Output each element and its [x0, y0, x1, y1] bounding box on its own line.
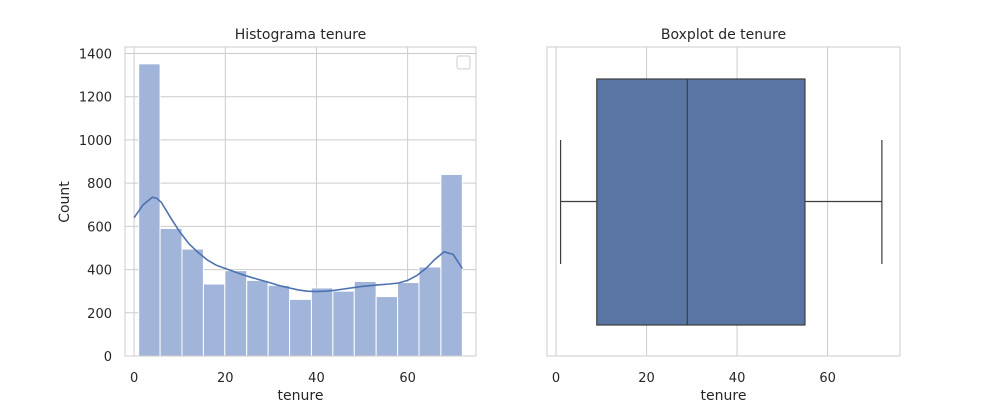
histogram-bar [418, 266, 442, 357]
histogram-bar [310, 287, 334, 357]
y-tick-label: 800 [87, 177, 112, 192]
x-tick-label: 60 [399, 371, 416, 386]
histogram-bar [332, 290, 355, 357]
histogram-bar [224, 270, 248, 357]
histogram-axes-frame [124, 46, 477, 357]
x-tick-label: 40 [308, 371, 325, 386]
histogram-bars [138, 63, 463, 357]
y-tick-label: 400 [87, 264, 112, 279]
x-tick-label: 20 [638, 371, 655, 386]
histogram-y-axis-label: Count [57, 181, 73, 223]
boxplot-x-axis-label: tenure [701, 388, 747, 400]
histogram-y-tick-labels: 0 200 400 600 800 1000 1200 1400 [79, 47, 112, 365]
x-tick-label: 20 [217, 371, 234, 386]
histogram-bar [202, 283, 226, 357]
boxplot-title: Boxplot de tenure [661, 27, 786, 43]
histogram-bar [246, 279, 269, 357]
x-tick-label: 0 [130, 371, 138, 386]
boxplot-x-tick-labels: 0 20 40 60 [552, 371, 836, 386]
histogram-x-axis-label: tenure [278, 388, 324, 400]
x-tick-label: 0 [552, 371, 560, 386]
x-tick-label: 40 [729, 371, 746, 386]
histogram-panel: 0 20 40 60 0 200 400 600 800 1000 1200 1400 Histog… [57, 27, 477, 400]
histogram-bar [138, 63, 161, 357]
empty-legend-box [456, 55, 471, 70]
histogram-bar [159, 228, 183, 357]
histogram-bar [289, 298, 312, 357]
histogram-title: Histograma tenure [235, 27, 367, 43]
histogram-bar [375, 296, 399, 357]
y-tick-label: 1400 [79, 47, 112, 62]
histogram-bar [397, 282, 420, 357]
x-tick-label: 60 [819, 371, 836, 386]
boxplot-axes-frame [546, 46, 901, 357]
histogram-bar [267, 284, 291, 357]
y-tick-label: 1000 [79, 134, 112, 149]
histogram-bar [181, 248, 204, 357]
histogram-bar [353, 280, 377, 357]
histogram-x-tick-labels: 0 20 40 60 [130, 371, 416, 386]
boxplot-panel: 0 20 40 60 Boxplot de tenure tenure [546, 27, 901, 400]
kde-curve [133, 196, 463, 293]
boxplot-box [596, 78, 806, 326]
y-tick-label: 600 [87, 220, 112, 235]
histogram-bar [440, 173, 463, 357]
y-tick-label: 200 [87, 307, 112, 322]
y-tick-label: 1200 [79, 91, 112, 106]
y-tick-label: 0 [104, 350, 112, 365]
